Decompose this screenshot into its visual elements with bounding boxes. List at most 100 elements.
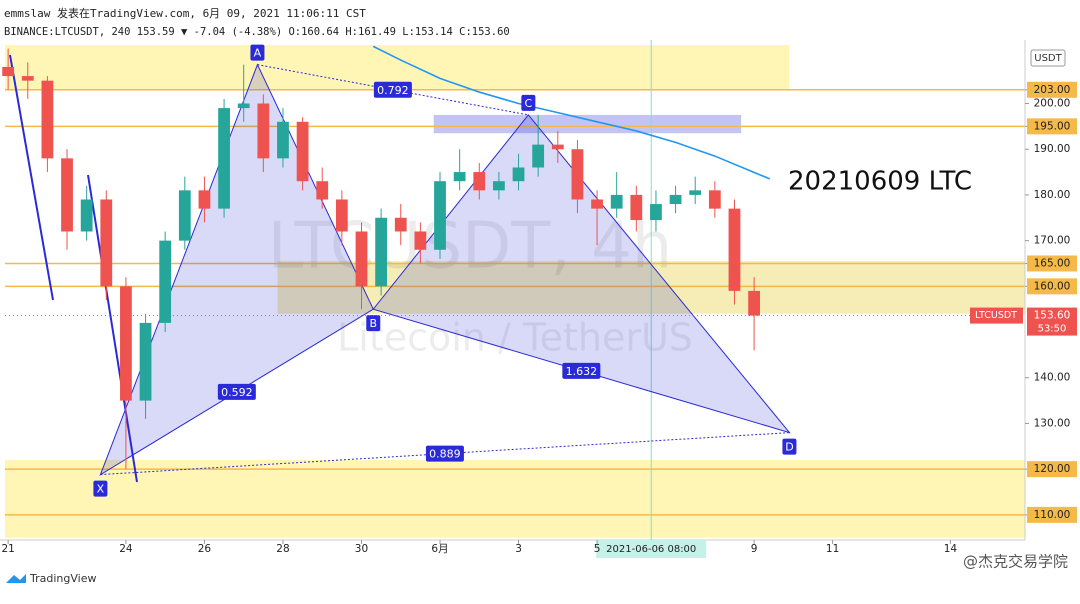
y-tick-label: 203.00 — [1034, 84, 1071, 96]
currency-label: USDT — [1034, 53, 1062, 64]
ratio-box — [562, 362, 601, 379]
price-tag-label: 153.60 — [1034, 310, 1071, 322]
candle-body — [394, 217, 407, 232]
ratio-label: 0.592 — [221, 386, 253, 399]
candle-body — [512, 167, 525, 182]
watermark-title: LTCUSDT, 4h — [268, 210, 673, 284]
candle-body — [532, 144, 545, 168]
candle-body — [453, 172, 466, 182]
pattern-point-box — [366, 315, 381, 332]
candle-body — [689, 190, 702, 195]
pattern-point-label: D — [785, 441, 793, 454]
candle-body — [728, 208, 741, 291]
zone — [5, 460, 1025, 538]
y-tick-label: 200.00 — [1034, 98, 1071, 110]
moving-average — [372, 45, 771, 180]
author-line: emmslaw 发表在TradingView.com, 6月 09, 2021 … — [4, 6, 366, 20]
candle-body — [120, 286, 132, 401]
candle-body — [100, 199, 113, 287]
candle-body — [2, 66, 15, 77]
x-tick-label: 14 — [944, 543, 958, 555]
candle-body — [708, 190, 721, 209]
pattern-point-box — [782, 438, 797, 455]
candle-body — [159, 240, 172, 323]
x-tick-label: 24 — [119, 543, 133, 555]
footer-watermark: @杰克交易学院 — [963, 553, 1068, 571]
candle-body — [296, 121, 309, 182]
y-tick-label: 120.00 — [1034, 463, 1071, 475]
y-tick-label: 180.00 — [1034, 189, 1071, 201]
pattern-point-label: C — [525, 97, 533, 110]
x-tick-label: 3 — [515, 543, 522, 555]
level-tag — [1027, 278, 1077, 295]
candle-body — [237, 103, 250, 109]
candle-body — [650, 204, 662, 221]
pattern-point-label: B — [369, 317, 377, 330]
candle-body — [41, 80, 54, 159]
price-tag — [1027, 307, 1077, 336]
candle-body — [473, 172, 486, 191]
y-tick-label: 170.00 — [1034, 235, 1071, 247]
candle-body — [80, 199, 93, 232]
trend-line — [9, 54, 54, 301]
y-tick-label: 110.00 — [1034, 509, 1071, 521]
x-tick-label: 21 — [1, 543, 14, 555]
back-layer: LTCUSDT, 4h Litecoin / TetherUS — [5, 40, 1025, 540]
ratio-label: 0.792 — [377, 84, 409, 97]
ratio-box — [373, 81, 412, 98]
candle-body — [21, 76, 34, 81]
x-tick-label: 30 — [355, 543, 368, 555]
crosshair-label: 2021-06-06 08:00 — [606, 544, 696, 555]
y-tick-label: 195.00 — [1034, 120, 1071, 132]
y-tick-label: 165.00 — [1034, 257, 1071, 269]
brand: TradingView — [29, 572, 96, 585]
pattern-point-label: A — [254, 47, 262, 60]
currency-box[interactable] — [1030, 49, 1066, 67]
countdown-label: 53:50 — [1038, 324, 1067, 335]
candle-body — [375, 217, 388, 287]
ratio-label: 1.632 — [566, 365, 598, 378]
symbol-line: BINANCE:LTCUSDT, 240 153.59 ▼ -7.04 (-4.… — [4, 26, 510, 38]
trend-line — [87, 174, 138, 483]
annotation: 20210609 LTC — [788, 167, 972, 197]
candle-body — [669, 194, 682, 205]
candle-body — [748, 290, 760, 316]
candle-body — [277, 121, 289, 159]
candle-body — [571, 149, 584, 200]
x-tick-label: 6月 — [431, 543, 448, 555]
x-tick-label: 5 — [594, 543, 601, 555]
candle-body — [591, 199, 603, 209]
zone — [433, 114, 742, 134]
level-tag — [1027, 118, 1077, 135]
logo: TradingView — [6, 572, 96, 585]
candle-body — [414, 231, 427, 250]
ratio-box — [217, 383, 256, 400]
pattern-point-box — [521, 94, 536, 111]
candle-body — [630, 194, 643, 221]
pattern-point-box — [93, 480, 108, 497]
candle-body — [139, 322, 152, 401]
level-tag — [1027, 461, 1077, 478]
level-tag — [1027, 81, 1077, 98]
crosshair-box — [596, 540, 707, 558]
level-tag — [1027, 506, 1077, 523]
y-tick-label: 160.00 — [1034, 280, 1071, 292]
candle-body — [218, 108, 230, 209]
watermark-subtitle: Litecoin / TetherUS — [337, 316, 693, 360]
ratio-box — [425, 445, 464, 462]
symbol-tag-label: LTCUSDT — [975, 310, 1017, 321]
candle-body — [493, 181, 505, 191]
level-tag — [1027, 255, 1077, 272]
ratio-label: 0.889 — [429, 448, 461, 461]
candle-body — [434, 181, 446, 250]
symbol-tag — [970, 307, 1023, 324]
logo-icon — [6, 574, 26, 583]
x-tick-label: 28 — [276, 543, 289, 555]
y-tick-label: 190.00 — [1034, 143, 1071, 155]
pattern-point-label: X — [97, 483, 105, 496]
candle-body — [610, 194, 623, 209]
x-tick-label: 26 — [198, 543, 212, 555]
candle-body — [257, 103, 270, 159]
candle-body — [198, 190, 211, 209]
